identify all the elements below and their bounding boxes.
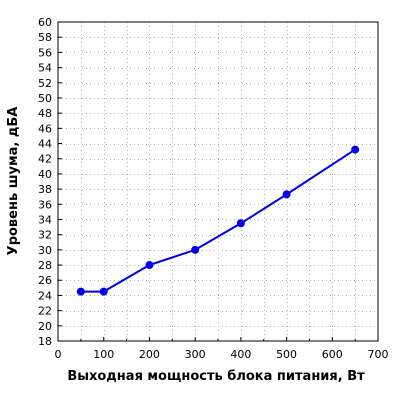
y-tick-label: 34 [38, 213, 52, 226]
y-tick-label: 46 [38, 122, 52, 135]
x-tick-label: 300 [185, 348, 206, 361]
y-tick-label: 56 [38, 46, 52, 59]
y-tick-label: 26 [38, 274, 52, 287]
y-tick-label: 50 [38, 92, 52, 105]
y-tick-label: 40 [38, 168, 52, 181]
data-point [76, 287, 85, 296]
data-point [282, 190, 291, 199]
data-point [351, 145, 360, 154]
y-tick-label: 42 [38, 153, 52, 166]
y-tick-label: 30 [38, 244, 52, 257]
y-tick-label: 20 [38, 320, 52, 333]
x-tick-label: 200 [139, 348, 160, 361]
y-tick-label: 28 [38, 259, 52, 272]
x-tick-label: 400 [230, 348, 251, 361]
y-tick-label: 38 [38, 183, 52, 196]
x-tick-label: 600 [322, 348, 343, 361]
axis-ticks [57, 21, 379, 342]
x-tick-label: 100 [93, 348, 114, 361]
x-tick-label: 700 [368, 348, 389, 361]
x-axis-title: Выходная мощность блока питания, Вт [67, 369, 365, 384]
data-point [236, 219, 245, 228]
y-tick-label: 58 [38, 31, 52, 44]
data-point [99, 287, 108, 296]
y-tick-label: 24 [38, 289, 52, 302]
x-tick-labels: 0 100 200 300 400 500 600 700 [55, 348, 389, 361]
y-tick-label: 18 [38, 335, 52, 348]
y-axis-title: Уровень шума, дБА [6, 107, 21, 256]
y-tick-label: 22 [38, 305, 52, 318]
data-point [145, 261, 154, 270]
y-tick-label: 44 [38, 138, 52, 151]
y-tick-label: 60 [38, 16, 52, 29]
y-tick-labels: 18 20 22 24 26 28 30 32 34 36 38 40 42 44 46 48 50 52 54 56… [38, 16, 52, 348]
x-tick-label: 0 [55, 348, 62, 361]
data-point [191, 245, 200, 254]
y-tick-label: 54 [38, 62, 52, 75]
y-tick-label: 52 [38, 77, 52, 90]
y-tick-label: 48 [38, 107, 52, 120]
series-layer [76, 145, 360, 296]
y-tick-label: 36 [38, 198, 52, 211]
y-tick-label: 32 [38, 229, 52, 242]
x-tick-label: 500 [276, 348, 297, 361]
